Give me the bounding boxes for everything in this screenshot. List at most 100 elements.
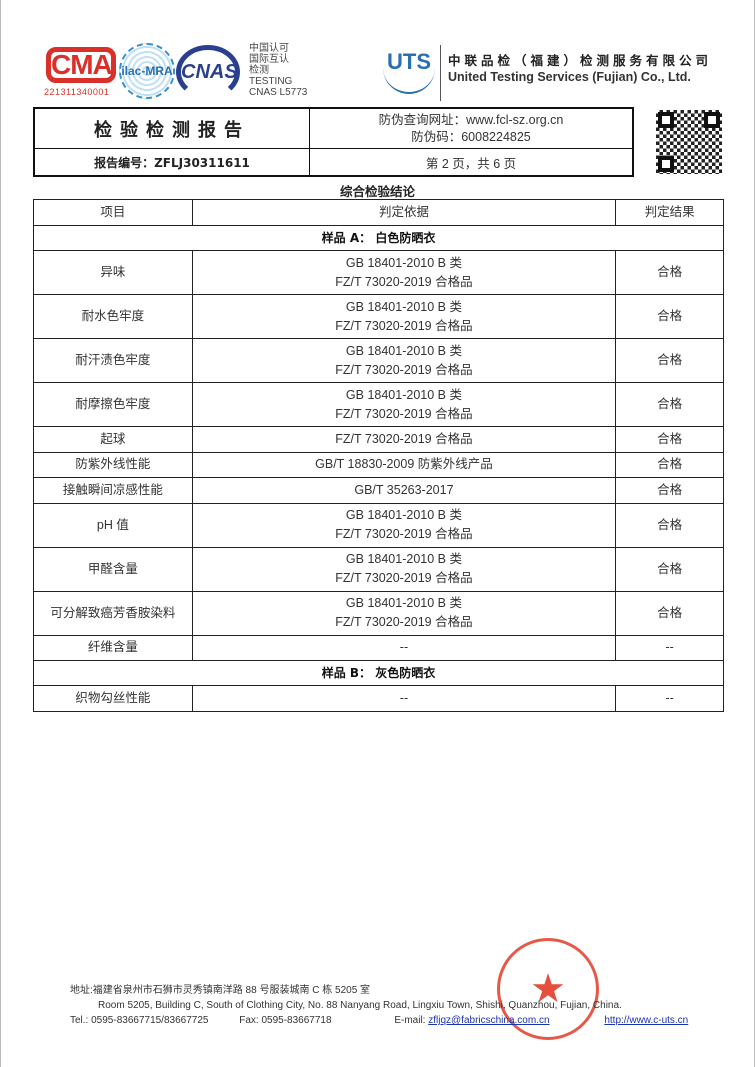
basis-line: GB/T 35263-2017 <box>354 482 454 497</box>
cnas-line: 中国认可 <box>249 43 289 54</box>
judgement-result: 合格 <box>615 426 724 453</box>
basis-line: -- <box>399 690 409 705</box>
test-item: 防紫外线性能 <box>33 451 193 478</box>
basis-line: FZ/T 73020-2019 合格品 <box>335 406 473 421</box>
basis-line: GB 18401-2010 B 类 <box>345 255 462 270</box>
conclusion-table: 项目 判定依据 判定结果 样品 A： 白色防晒衣 异味 GB 18401-2010 … <box>33 199 724 712</box>
judgement-result: -- <box>615 634 724 661</box>
sample-row: 样品 A： 白色防晒衣 <box>33 225 724 251</box>
qr-code <box>656 110 722 174</box>
table-row: 防紫外线性能 GB/T 18830-2009 防紫外线产品 合格 <box>33 451 724 478</box>
basis-line: FZ/T 73020-2019 合格品 <box>335 318 473 333</box>
basis-line: FZ/T 73020-2019 合格品 <box>335 431 473 446</box>
test-item: 起球 <box>33 426 193 453</box>
table-row: 异味 GB 18401-2010 B 类 FZ/T 73020-2019 合格品 合格 <box>33 250 724 295</box>
email-link[interactable]: zfljqz@fabricschina.com.cn <box>428 1015 550 1026</box>
company-name-en: United Testing Services (Fujian) Co., Lt… <box>448 70 691 84</box>
judgement-basis: GB 18401-2010 B 类 FZ/T 73020-2019 合格品 <box>191 250 617 295</box>
ilac-mra-logo: ilac-MRA <box>119 43 175 99</box>
report-title: 检验检测报告 <box>35 109 310 149</box>
basis-line: GB 18401-2010 B 类 <box>345 387 462 402</box>
test-item: 耐水色牢度 <box>33 294 193 339</box>
judgement-basis: GB 18401-2010 B 类 FZ/T 73020-2019 合格品 <box>191 294 617 339</box>
cnas-logo: CNAS <box>176 45 240 99</box>
basis-line: -- <box>399 640 409 655</box>
header-result: 判定结果 <box>615 199 724 226</box>
test-item: pH 值 <box>33 502 193 548</box>
email-label: E-mail: <box>394 1015 429 1026</box>
judgement-result: 合格 <box>615 294 724 339</box>
judgement-result: -- <box>615 685 724 712</box>
basis-line: FZ/T 73020-2019 合格品 <box>335 571 473 585</box>
footer: 地址:福建省泉州市石狮市灵秀镇南洋路 88 号服装城南 C 栋 5205 室 R… <box>70 983 688 1028</box>
table-header-row: 项目 判定依据 判定结果 <box>33 199 724 226</box>
table-row: 接触瞬间凉感性能 GB/T 35263-2017 合格 <box>33 477 724 504</box>
test-item: 甲醛含量 <box>33 546 193 592</box>
judgement-basis: -- <box>191 685 617 712</box>
company-seal: ★ <box>497 938 599 1040</box>
cma-number: 221311340001 <box>44 87 110 97</box>
judgement-result: 合格 <box>615 590 724 636</box>
company-name-cn: 中联品检（福建）检测服务有限公司 <box>448 53 713 68</box>
judgement-basis: GB 18401-2010 B 类 FZ/T 73020-2019 合格品 <box>191 502 617 548</box>
basis-line: FZ/T 73020-2019 合格品 <box>335 274 473 289</box>
section-title: 综合检验结论 <box>339 184 415 199</box>
table-row: 耐摩擦色牢度 GB 18401-2010 B 类 FZ/T 73020-2019 合… <box>33 382 724 427</box>
judgement-result: 合格 <box>615 477 724 504</box>
test-item: 异味 <box>33 250 193 295</box>
judgement-basis: FZ/T 73020-2019 合格品 <box>191 426 617 453</box>
report-number: 报告编号：ZFLJ30311611 <box>35 149 310 175</box>
basis-line: GB 18401-2010 B 类 <box>345 552 462 566</box>
logo-divider <box>440 45 441 101</box>
test-item: 耐摩擦色牢度 <box>33 382 193 427</box>
cnas-line: CNAS L5773 <box>249 87 308 98</box>
address-en: Room 5205, Building C, South of Clothing… <box>98 1000 622 1011</box>
judgement-basis: GB 18401-2010 B 类 FZ/T 73020-2019 合格品 <box>191 382 617 427</box>
sample-label: 样品 B： 灰色防晒衣 <box>33 660 724 686</box>
judgement-basis: -- <box>191 634 617 661</box>
verify-url: 防伪查询网址：www.fcl-sz.org.cn <box>378 112 564 127</box>
table-row: 甲醛含量 GB 18401-2010 B 类 FZ/T 73020-2019 合格品… <box>33 546 724 592</box>
judgement-result: 合格 <box>615 451 724 478</box>
basis-line: FZ/T 73020-2019 合格品 <box>335 615 473 629</box>
basis-line: GB 18401-2010 B 类 <box>345 299 462 314</box>
telephone: Tel.: 0595-83667715/83667725 <box>70 1015 209 1026</box>
sample-row: 样品 B： 灰色防晒衣 <box>33 660 724 686</box>
basis-line: GB 18401-2010 B 类 <box>345 343 462 358</box>
table-row: 起球 FZ/T 73020-2019 合格品 合格 <box>33 426 724 453</box>
cnas-line: 检测 <box>249 65 269 76</box>
fax: Fax: 0595-83667718 <box>239 1015 332 1026</box>
basis-line: FZ/T 73020-2019 合格品 <box>335 527 473 541</box>
report-header-box: 检验检测报告 报告编号：ZFLJ30311611 防伪查询网址：www.fcl-… <box>33 107 634 177</box>
test-item: 纤维含量 <box>33 634 193 661</box>
sample-label: 样品 A： 白色防晒衣 <box>33 225 724 251</box>
verify-code: 防伪码：6008224825 <box>411 129 531 144</box>
test-item: 织物勾丝性能 <box>33 685 193 712</box>
anti-counterfeit-info: 防伪查询网址：www.fcl-sz.org.cn 防伪码：6008224825 <box>310 109 632 149</box>
basis-line: GB 18401-2010 B 类 <box>345 508 462 522</box>
cnas-line: TESTING <box>249 76 293 87</box>
table-row: 耐水色牢度 GB 18401-2010 B 类 FZ/T 73020-2019 合格… <box>33 294 724 339</box>
judgement-basis: GB 18401-2010 B 类 FZ/T 73020-2019 合格品 <box>191 546 617 592</box>
table-row: pH 值 GB 18401-2010 B 类 FZ/T 73020-2019 合格品… <box>33 502 724 548</box>
cnas-accreditation-text: 中国认可 国际互认 检测 TESTING CNAS L5773 <box>249 43 307 98</box>
judgement-result: 合格 <box>615 382 724 427</box>
judgement-result: 合格 <box>615 250 724 295</box>
header-basis: 判定依据 <box>191 199 617 226</box>
judgement-basis: GB 18401-2010 B 类 FZ/T 73020-2019 合格品 <box>191 590 617 636</box>
table-row: 织物勾丝性能 -- -- <box>33 685 724 712</box>
judgement-result: 合格 <box>615 338 724 383</box>
cnas-line: 国际互认 <box>249 54 289 65</box>
website-link[interactable]: http://www.c-uts.cn <box>604 1015 689 1026</box>
uts-logo: UTS <box>383 44 435 94</box>
judgement-basis: GB/T 18830-2009 防紫外线产品 <box>191 451 617 478</box>
address-cn: 地址:福建省泉州市石狮市灵秀镇南洋路 88 号服装城南 C 栋 5205 室 <box>70 985 371 996</box>
judgement-result: 合格 <box>615 546 724 592</box>
table-row: 耐汗渍色牢度 GB 18401-2010 B 类 FZ/T 73020-2019 合… <box>33 338 724 383</box>
test-item: 可分解致癌芳香胺染料 <box>33 590 193 636</box>
test-item: 接触瞬间凉感性能 <box>33 477 193 504</box>
basis-line: GB/T 18830-2009 防紫外线产品 <box>315 457 493 472</box>
table-row: 纤维含量 -- -- <box>33 634 724 661</box>
header-item: 项目 <box>33 199 193 226</box>
basis-line: GB 18401-2010 B 类 <box>345 596 462 610</box>
